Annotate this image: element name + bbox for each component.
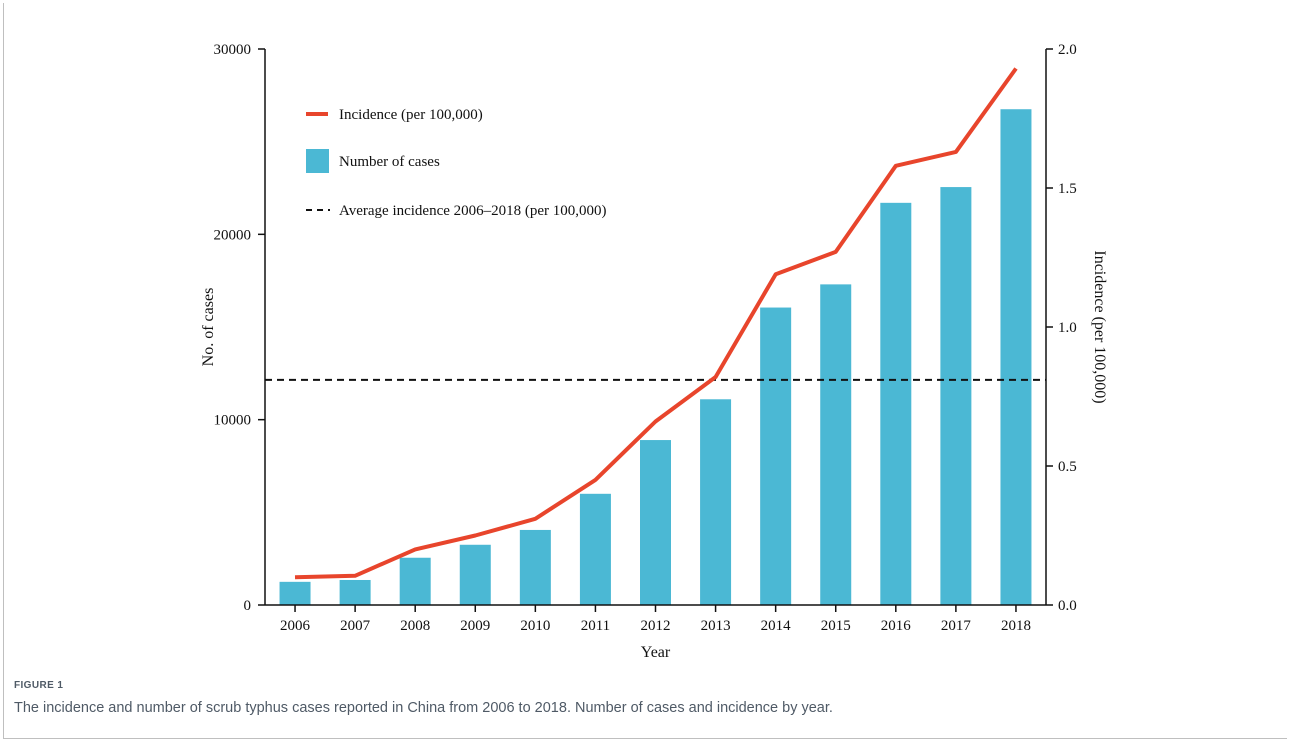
x-tick-label-2012: 2012	[641, 618, 671, 634]
bar-2010	[519, 529, 551, 605]
x-tick-label-2009: 2009	[460, 618, 490, 634]
x-tick-label-2016: 2016	[881, 618, 912, 634]
bar-2013	[700, 399, 732, 605]
x-tick-label-2014: 2014	[761, 618, 792, 634]
x-tick-label-2011: 2011	[581, 618, 610, 634]
scrub-typhus-chart: 0 10000 20000 30000 0.0 0.5 1.0 1.5 2.0 2006 2007 2…	[200, 42, 1108, 661]
x-tick-label-2013: 2013	[701, 618, 731, 634]
y2-tick-label: 1.5	[1058, 181, 1077, 197]
bar-2007	[339, 579, 371, 605]
bar-2017	[940, 187, 972, 605]
incidence-line-group	[294, 67, 1018, 580]
y-tick-label: 30000	[214, 42, 252, 58]
y2-tick-label: 1.0	[1058, 320, 1077, 336]
x-tick-label-2017: 2017	[941, 618, 972, 634]
bar-2012	[640, 440, 671, 605]
bar-2011	[579, 493, 611, 605]
bar-2015	[820, 284, 852, 605]
legend-incidence-label: Incidence (per 100,000)	[339, 107, 483, 123]
axes-group: 0 10000 20000 30000 0.0 0.5 1.0 1.5 2.0 2006 2007 2…	[214, 42, 1077, 634]
bar-2009	[459, 544, 491, 605]
x-tick-label-2006: 2006	[280, 618, 311, 634]
bar-2006	[279, 581, 311, 605]
x-tick-label-2015: 2015	[821, 618, 851, 634]
x-tick-label-2010: 2010	[520, 618, 550, 634]
figure-frame	[3, 3, 1287, 739]
x-tick-label-2007: 2007	[340, 618, 371, 634]
legend: Incidence (per 100,000) Number of cases Av…	[306, 107, 607, 219]
y2-tick-label: 2.0	[1058, 42, 1077, 58]
y2-tick-label: 0.0	[1058, 598, 1077, 614]
x-tick-label-2018: 2018	[1001, 618, 1031, 634]
y-axis-label: No. of cases	[200, 288, 217, 367]
y-tick-label: 20000	[214, 227, 252, 243]
y2-tick-label: 0.5	[1058, 459, 1077, 475]
figure-caption: The incidence and number of scrub typhus…	[14, 700, 833, 716]
bar-2008	[399, 557, 431, 605]
figure-label: FIGURE 1	[14, 680, 64, 691]
legend-bar-swatch	[306, 149, 329, 173]
bar-2016	[880, 202, 912, 605]
legend-average-label: Average incidence 2006–2018 (per 100,000…	[339, 203, 607, 219]
y2-axis-label: Incidence (per 100,000)	[1091, 250, 1108, 403]
x-axis-label: Year	[641, 644, 671, 661]
y-tick-label: 10000	[214, 413, 252, 429]
legend-cases-label: Number of cases	[339, 154, 440, 170]
y-tick-label: 0	[244, 598, 252, 614]
bar-2014	[760, 307, 792, 605]
x-tick-label-2008: 2008	[400, 618, 430, 634]
bar-2018	[1000, 109, 1032, 605]
bars-group	[279, 109, 1032, 605]
